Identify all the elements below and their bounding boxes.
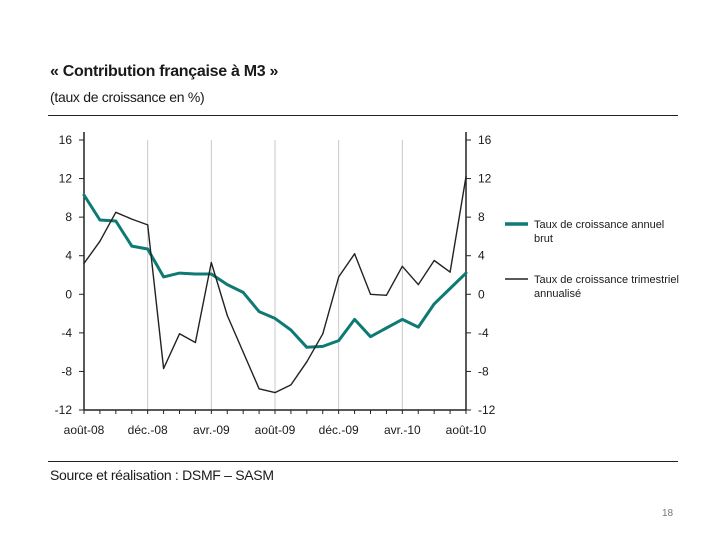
- data-point-annual: [290, 329, 292, 331]
- data-point-annual: [449, 287, 451, 290]
- data-point-annual: [83, 194, 85, 196]
- y-tick-label-right: -12: [478, 403, 496, 417]
- data-point-annual: [338, 339, 340, 342]
- data-point-annual: [178, 272, 181, 274]
- data-point-annual: [306, 346, 308, 348]
- data-point-quarterly: [449, 271, 451, 273]
- chart-title: « Contribution française à M3 »: [50, 63, 279, 80]
- grid-lines: [147, 140, 403, 410]
- source-note: Source et réalisation : DSMF – SASM: [50, 467, 274, 483]
- data-point-annual: [385, 327, 388, 329]
- data-point-annual: [258, 311, 260, 313]
- x-tick-label: déc.-09: [319, 423, 359, 437]
- data-point-quarterly: [210, 261, 212, 264]
- y-tick-label-right: 0: [478, 287, 485, 301]
- chart-subtitle: (taux de croissance en %): [50, 89, 205, 105]
- y-tick-label-left: 4: [65, 249, 72, 263]
- x-tick-label: août-09: [255, 423, 296, 437]
- data-point-quarterly: [290, 384, 292, 386]
- data-point-quarterly: [322, 333, 324, 335]
- data-point-annual: [226, 284, 228, 286]
- page-number: 18: [662, 508, 674, 519]
- x-tick-label: avr.-09: [193, 423, 230, 437]
- y-tick-label-left: -4: [61, 326, 72, 340]
- y-tick-label-left: -8: [61, 364, 72, 378]
- data-point-annual: [194, 273, 197, 275]
- data-point-quarterly: [385, 294, 388, 296]
- y-tick-label-left: -12: [55, 403, 73, 417]
- data-point-quarterly: [99, 240, 101, 242]
- y-tick-label-right: 16: [478, 133, 492, 147]
- data-point-quarterly: [338, 276, 340, 278]
- legend-label-quarterly: Taux de croissance trimestriel annualisé: [534, 274, 679, 300]
- top-divider: [48, 115, 678, 116]
- data-point-annual: [210, 273, 212, 275]
- y-tick-label-left: 0: [65, 287, 72, 301]
- data-point-quarterly: [194, 341, 197, 344]
- data-point-quarterly: [147, 224, 149, 226]
- data-point-annual: [465, 272, 467, 274]
- data-point-annual: [417, 326, 419, 328]
- y-tick-label-right: 8: [478, 210, 485, 224]
- data-point-quarterly: [83, 262, 85, 265]
- x-tick-label: août-08: [64, 423, 105, 437]
- x-tick-label: août-10: [446, 423, 487, 437]
- legend-label-annual: Taux de croissance annuel brut: [534, 219, 664, 245]
- data-point-quarterly: [274, 392, 276, 394]
- data-point-annual: [99, 219, 101, 221]
- data-point-annual: [115, 220, 117, 222]
- data-point-quarterly: [306, 361, 308, 363]
- data-point-quarterly: [131, 218, 133, 220]
- data-point-annual: [147, 248, 149, 250]
- data-point-annual: [242, 291, 244, 293]
- x-tick-label: déc.-08: [128, 423, 168, 437]
- legend: Taux de croissance annuel brut Taux de cro…: [505, 219, 679, 300]
- data-point-annual: [322, 345, 324, 347]
- data-point-quarterly: [353, 253, 356, 255]
- y-tick-label-right: 12: [478, 172, 492, 186]
- data-point-annual: [131, 245, 133, 247]
- data-point-quarterly: [417, 284, 419, 286]
- data-point-annual: [353, 318, 356, 320]
- data-point-quarterly: [258, 388, 260, 390]
- y-tick-label-left: 16: [59, 133, 73, 147]
- tick-labels: août-08 déc.-08 avr.-09 août-09 déc.-09 avr.-…: [55, 133, 496, 437]
- y-tick-label-left: 8: [65, 210, 72, 224]
- data-point-quarterly: [115, 211, 117, 213]
- data-point-quarterly: [401, 265, 403, 267]
- series-lines: [82, 175, 468, 394]
- data-point-annual: [401, 318, 403, 320]
- y-tick-label-right: -8: [478, 364, 489, 378]
- data-point-quarterly: [242, 351, 244, 353]
- data-point-quarterly: [465, 176, 467, 178]
- y-tick-label-right: -4: [478, 326, 489, 340]
- bottom-divider: [48, 461, 678, 462]
- data-point-quarterly: [226, 314, 228, 317]
- y-tick-label-right: 4: [478, 249, 485, 263]
- data-point-annual: [433, 303, 435, 305]
- x-tick-label: avr.-10: [384, 423, 421, 437]
- y-tick-label-left: 12: [59, 172, 73, 186]
- data-point-annual: [274, 317, 276, 319]
- data-point-annual: [162, 276, 165, 278]
- data-point-quarterly: [433, 259, 435, 262]
- data-point-quarterly: [369, 293, 372, 295]
- data-point-quarterly: [178, 333, 181, 335]
- data-point-quarterly: [162, 367, 165, 370]
- data-point-annual: [369, 336, 372, 338]
